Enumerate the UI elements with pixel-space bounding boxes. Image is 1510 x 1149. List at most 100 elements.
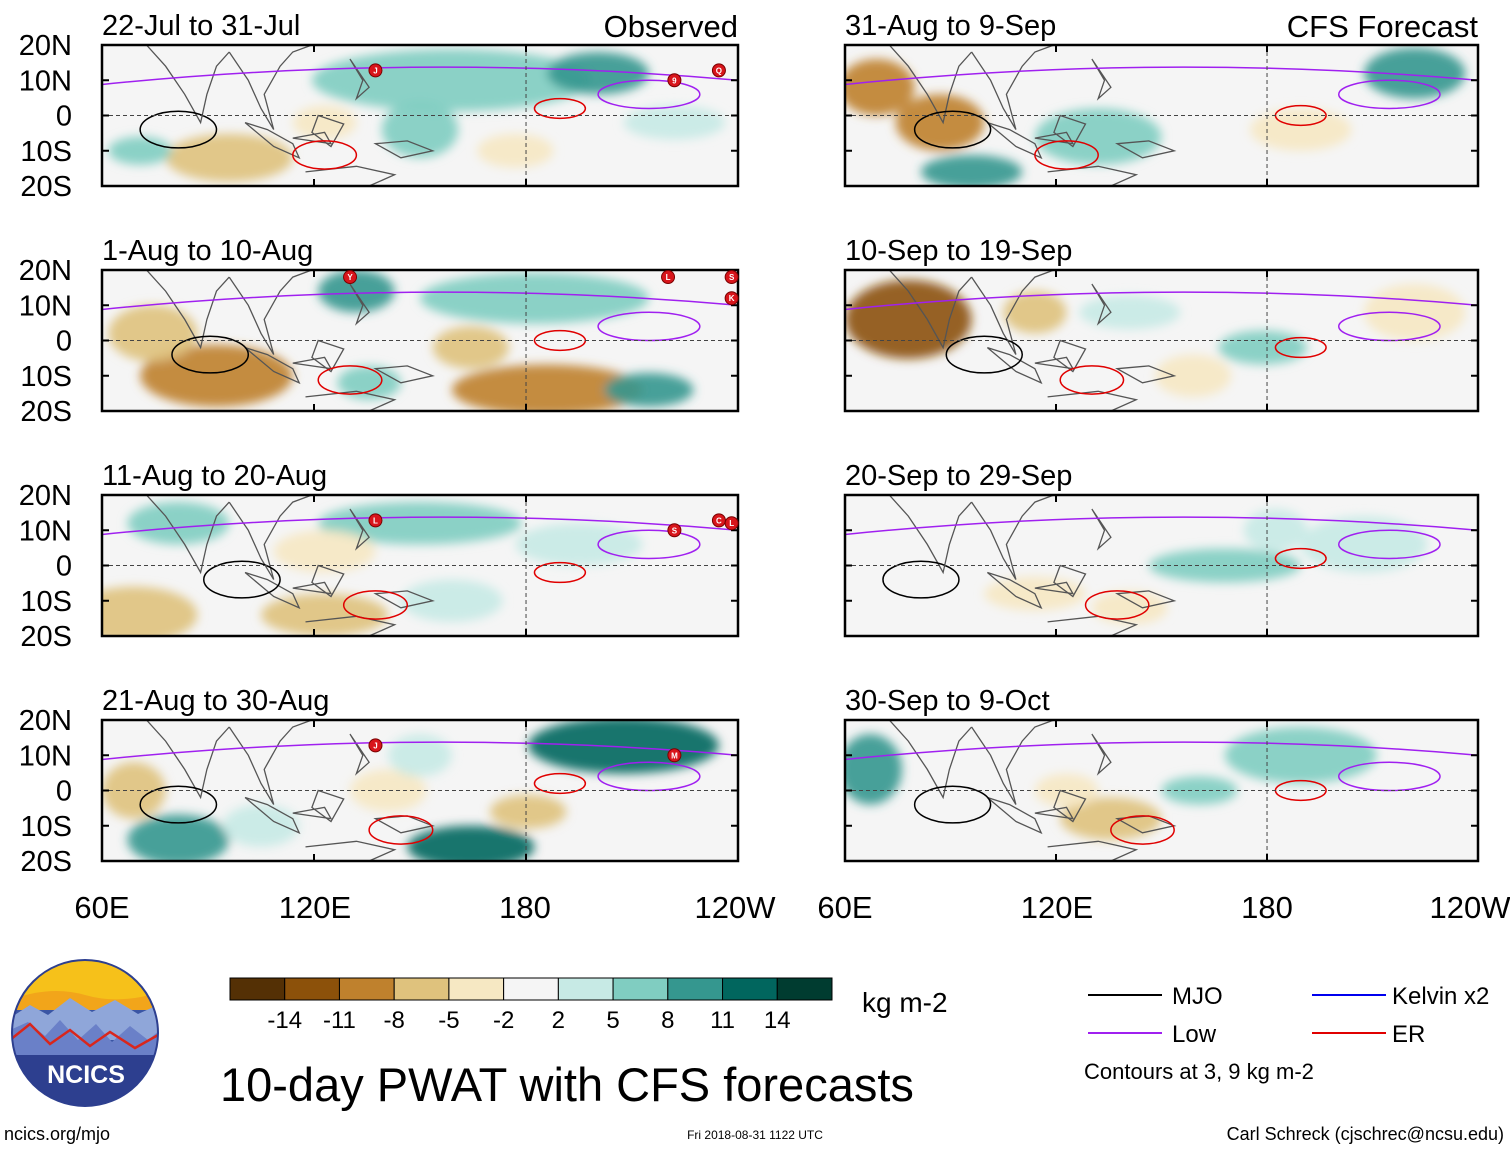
lat-tick: 10S xyxy=(20,136,72,168)
lon-tick-120e: 120E xyxy=(1021,890,1093,925)
legend: MJO Kelvin x2 Low ER Contours at 3, 9 kg… xyxy=(1084,983,1489,1084)
storm-letter: C xyxy=(716,516,722,525)
legend-label-mjo: MJO xyxy=(1172,983,1223,1010)
storm-letter: L xyxy=(666,273,671,282)
forecast-panel-1: 31-Aug to 9-Sep CFS Forecast xyxy=(843,9,1480,188)
colorbar-swatch xyxy=(776,977,833,1001)
colorbar: -14 -11 -8 -5 -2 2 5 8 11 14 xyxy=(229,977,833,1034)
storm-marker: L xyxy=(368,513,383,528)
colorbar-swatch xyxy=(667,977,724,1001)
colorbar-unit: kg m-2 xyxy=(862,987,948,1018)
storm-letter: J xyxy=(373,741,377,750)
lat-tick: 20N xyxy=(19,255,72,287)
storm-marker: C xyxy=(711,513,726,528)
storm-marker: L xyxy=(661,270,676,285)
lat-tick: 10N xyxy=(19,290,72,322)
storm-letter: M xyxy=(671,751,678,760)
lat-tick: 0 xyxy=(56,326,72,358)
colorbar-label: -2 xyxy=(493,1007,514,1034)
storm-letter: K xyxy=(729,294,735,303)
lat-tick: 10N xyxy=(19,740,72,772)
storm-marker: S xyxy=(667,523,682,538)
colorbar-swatch xyxy=(448,977,505,1001)
lat-tick: 20S xyxy=(20,846,72,878)
colorbar-swatch xyxy=(284,977,340,1001)
storm-letter: Y xyxy=(347,273,353,282)
colorbar-swatch xyxy=(229,977,286,1001)
storm-marker: L xyxy=(724,516,739,531)
colorbar-swatch xyxy=(503,977,559,1001)
lat-tick: 10N xyxy=(19,65,72,97)
legend-note: Contours at 3, 9 kg m-2 xyxy=(1084,1059,1314,1084)
panel-period-label: 21-Aug to 30-Aug xyxy=(102,685,329,717)
storm-letter: J xyxy=(373,66,377,75)
panel-period-label: 31-Aug to 9-Sep xyxy=(845,10,1056,42)
storm-marker: S xyxy=(724,270,739,285)
lat-tick: 10S xyxy=(20,811,72,843)
storm-marker: J xyxy=(368,63,383,78)
forecast-panel-2: 10-Sep to 19-Sep xyxy=(843,235,1480,413)
lat-tick: 20N xyxy=(19,480,72,512)
legend-label-kelvin: Kelvin x2 xyxy=(1392,983,1489,1010)
figure-title: 10-day PWAT with CFS forecasts xyxy=(220,1058,914,1111)
colorbar-label: 2 xyxy=(552,1007,565,1034)
lat-tick: 10S xyxy=(20,586,72,618)
lat-tick: 0 xyxy=(56,776,72,808)
storm-marker: J xyxy=(368,738,383,753)
lat-tick: 20S xyxy=(20,171,72,203)
lon-tick-60e: 60E xyxy=(74,890,129,925)
panel-period-label: 20-Sep to 29-Sep xyxy=(845,460,1072,492)
colorbar-label: -11 xyxy=(323,1007,356,1034)
colorbar-swatch xyxy=(338,977,395,1001)
colorbar-label: -14 xyxy=(267,1007,302,1034)
panel-period-label: 22-Jul to 31-Jul xyxy=(102,10,300,42)
colorbar-swatch xyxy=(393,977,450,1001)
colorbar-label: -8 xyxy=(384,1007,405,1034)
timestamp: Fri 2018-08-31 1122 UTC xyxy=(687,1128,823,1142)
storm-marker: 9 xyxy=(667,73,682,88)
storm-marker: M xyxy=(667,748,682,763)
lat-tick: 10N xyxy=(19,515,72,547)
storm-marker: K xyxy=(724,291,739,306)
panel-period-label: 30-Sep to 9-Oct xyxy=(845,685,1050,717)
forecast-panel-3: 20-Sep to 29-Sep xyxy=(843,460,1480,638)
storm-marker: Q xyxy=(711,63,726,78)
colorbar-swatch xyxy=(612,977,669,1001)
storm-letter: L xyxy=(729,519,734,528)
observed-header: Observed xyxy=(604,9,738,44)
lat-tick: 20S xyxy=(20,621,72,653)
lat-tick: 0 xyxy=(56,101,72,133)
panel-period-label: 10-Sep to 19-Sep xyxy=(845,235,1072,267)
colorbar-label: 8 xyxy=(661,1007,674,1034)
lon-tick-120e: 120E xyxy=(279,890,351,925)
legend-label-low: Low xyxy=(1172,1021,1217,1048)
colorbar-label: -5 xyxy=(438,1007,459,1034)
lon-tick-180: 180 xyxy=(1241,890,1293,925)
lat-tick: 20N xyxy=(19,30,72,62)
panel-period-label: 11-Aug to 20-Aug xyxy=(102,460,327,492)
colorbar-swatch xyxy=(722,977,778,1001)
lat-tick: 10S xyxy=(20,361,72,393)
forecast-header: CFS Forecast xyxy=(1287,9,1479,44)
storm-letter: Q xyxy=(716,66,722,75)
storm-letter: 9 xyxy=(672,76,677,85)
storm-marker: Y xyxy=(343,270,358,285)
lon-tick-180: 180 xyxy=(499,890,551,925)
credit: Carl Schreck (cjschrec@ncsu.edu) xyxy=(1227,1124,1504,1144)
legend-label-er: ER xyxy=(1392,1021,1425,1048)
lon-tick-120w: 120W xyxy=(1430,890,1510,925)
colorbar-label: 14 xyxy=(764,1007,791,1034)
colorbar-label: 11 xyxy=(710,1007,735,1034)
storm-letter: S xyxy=(729,273,735,282)
lon-axis-left: 60E 120E 180 120W xyxy=(74,890,776,925)
lon-tick-120w: 120W xyxy=(695,890,777,925)
ncics-logo: NCICS xyxy=(11,959,159,1107)
colorbar-label: 5 xyxy=(606,1007,619,1034)
lat-tick: 20S xyxy=(20,396,72,428)
panel-period-label: 1-Aug to 10-Aug xyxy=(102,235,313,267)
